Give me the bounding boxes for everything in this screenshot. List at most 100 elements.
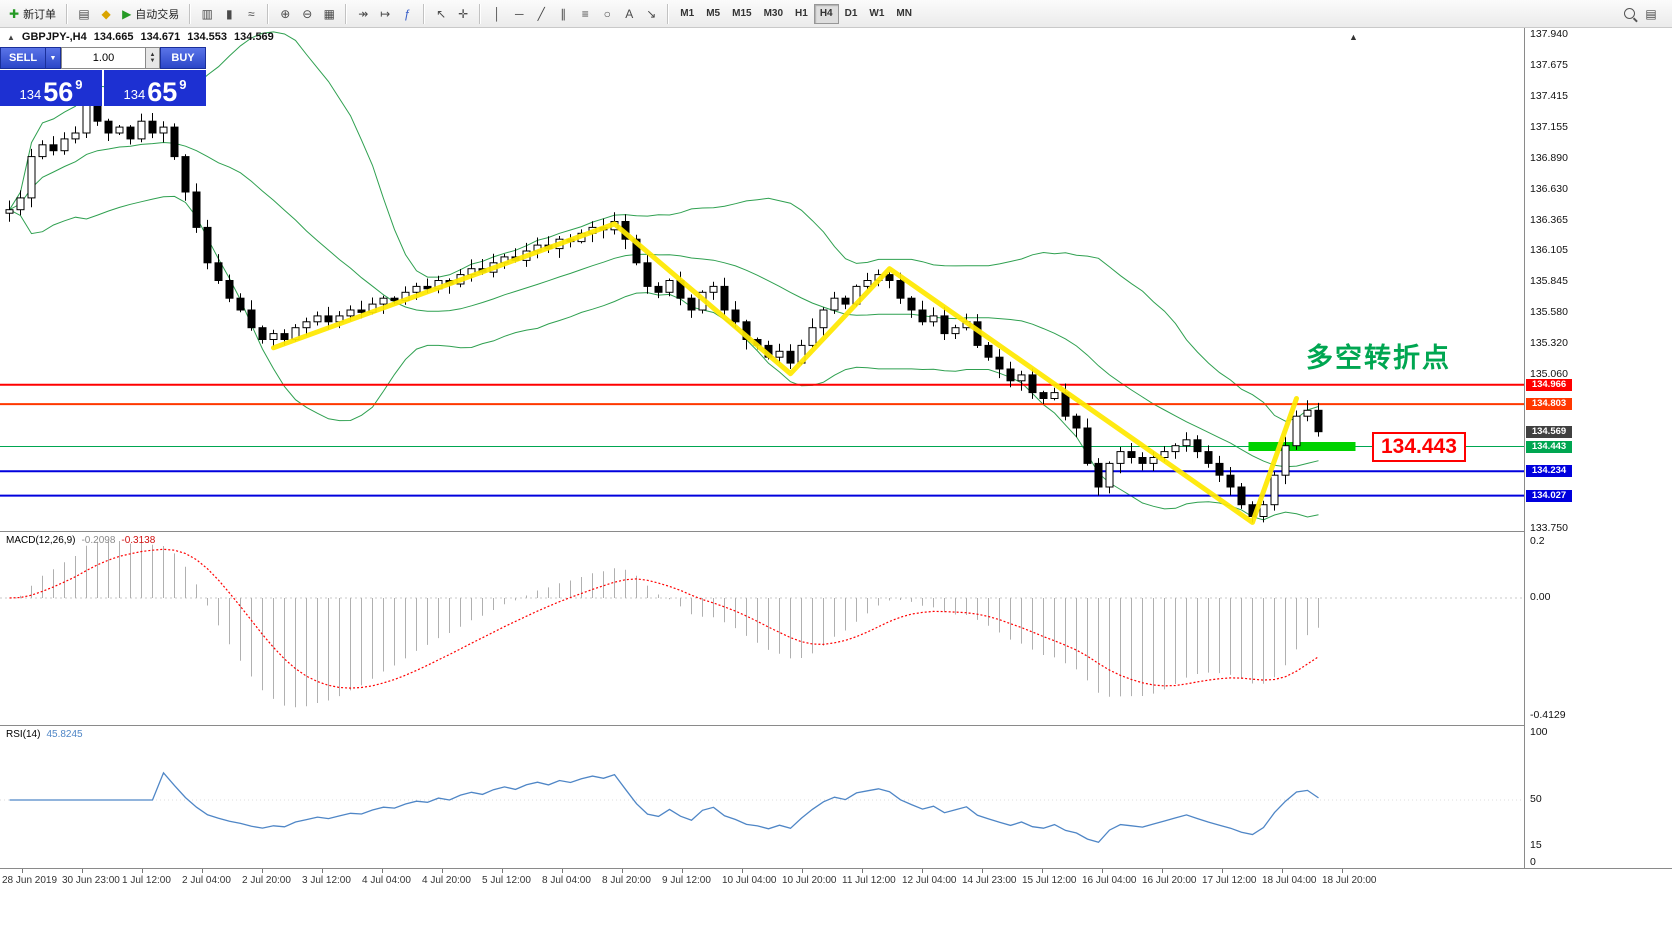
price-axis-label: 136.630 (1530, 182, 1568, 195)
quote-low: 134.553 (187, 31, 228, 43)
accounts-button[interactable]: ▤ (1641, 3, 1661, 25)
zoom-in-button[interactable]: ⊕ (275, 3, 295, 25)
macd-chart[interactable] (0, 532, 1524, 726)
toolbar-separator (66, 3, 69, 24)
time-axis-label: 9 Jul 12:00 (662, 875, 711, 886)
timeframe-m15-button[interactable]: M15 (726, 4, 757, 24)
time-axis-label: 8 Jul 20:00 (602, 875, 651, 886)
profiles-button[interactable]: ▤ (74, 3, 94, 25)
quote-high: 134.671 (140, 31, 181, 43)
vertical-line-button[interactable]: │ (487, 3, 507, 25)
indicators-icon: ƒ (403, 6, 411, 21)
time-axis-label: 5 Jul 12:00 (482, 875, 531, 886)
lot-stepper[interactable]: ▲ ▼ (146, 47, 160, 69)
timeframe-m30-button[interactable]: M30 (758, 4, 789, 24)
tile-windows-button[interactable]: ▦ (319, 3, 339, 25)
time-axis-label: 17 Jul 12:00 (1202, 875, 1257, 886)
price-axis[interactable]: 137.940 137.675 137.415 137.155 136.890 136.6… (1524, 28, 1672, 868)
lot-dropdown-arrow[interactable]: ▼ (46, 47, 61, 69)
arrows-tool-button[interactable]: ↘ (641, 3, 661, 25)
timeframe-h1-button[interactable]: H1 (789, 4, 814, 24)
time-axis-tick (682, 869, 683, 873)
new-order-icon: ✚ (9, 6, 20, 21)
time-axis-label: 28 Jun 2019 (2, 875, 58, 886)
channel-button[interactable]: ∥ (553, 3, 573, 25)
price-tag: 134.234 (1526, 465, 1572, 478)
new-order-button[interactable]: ✚ 新订单 (5, 3, 60, 25)
time-axis-label: 15 Jul 12:00 (1022, 875, 1077, 886)
timeframe-m5-button[interactable]: M5 (700, 4, 726, 24)
horizontal-line-button[interactable]: ─ (509, 3, 529, 25)
rsi-panel: RSI(14) 45.8245 (0, 725, 1524, 869)
toolbar-separator (667, 3, 670, 24)
time-axis-tick (562, 869, 563, 873)
buy-button[interactable]: BUY (160, 47, 206, 69)
bars-chart-button[interactable]: ▥ (197, 3, 217, 25)
quote-close: 134.569 (234, 31, 274, 43)
bid-price[interactable]: 134 56 9 (0, 70, 102, 106)
channel-icon: ∥ (560, 6, 567, 21)
time-axis-label: 16 Jul 04:00 (1082, 875, 1137, 886)
macd-axis-label: -0.4129 (1530, 709, 1566, 721)
price-axis-label: 135.580 (1530, 306, 1568, 319)
sell-button[interactable]: SELL (0, 47, 46, 69)
candles-chart-button[interactable]: ▮ (219, 3, 239, 25)
fibonacci-button[interactable]: ≡ (575, 3, 595, 25)
line-chart-button[interactable]: ≈ (241, 3, 261, 25)
turning-point-annotation: 多空转折点 (1306, 343, 1451, 373)
timeframe-m1-button[interactable]: M1 (674, 4, 700, 24)
time-axis-tick (922, 869, 923, 873)
text-tool-button[interactable]: A (619, 3, 639, 25)
toolbar-separator (423, 3, 426, 24)
rsi-axis-label: 15 (1530, 839, 1542, 851)
macd-value: -0.2098 (81, 535, 116, 546)
time-axis-tick (1342, 869, 1343, 873)
toolbar-separator (267, 3, 270, 24)
cursor-button[interactable]: ↖ (431, 3, 451, 25)
quote-open: 134.665 (93, 31, 134, 43)
price-axis-label: 137.155 (1530, 120, 1568, 133)
timeframe-d1-button[interactable]: D1 (839, 4, 864, 24)
price-axis-label: 133.750 (1530, 522, 1568, 535)
time-axis-tick (262, 869, 263, 873)
time-axis-tick (1162, 869, 1163, 873)
ask-price[interactable]: 134 65 9 (104, 70, 206, 106)
timeframe-mn-button[interactable]: MN (890, 4, 918, 24)
time-axis[interactable]: 28 Jun 2019 30 Jun 23:00 1 Jul 12:00 2 Jul … (0, 868, 1672, 895)
price-tag: 134.569 (1526, 425, 1572, 438)
price-chart[interactable]: ▲ (0, 28, 1524, 531)
time-axis-label: 30 Jun 23:00 (62, 875, 120, 886)
fibonacci-icon: ≡ (581, 6, 589, 21)
time-axis-tick (862, 869, 863, 873)
timeframe-w1-button[interactable]: W1 (863, 4, 890, 24)
shapes-button[interactable]: ○ (597, 3, 617, 25)
chart-shift-button[interactable]: ↦ (375, 3, 395, 25)
zoom-out-button[interactable]: ⊖ (297, 3, 317, 25)
cursor-icon: ↖ (436, 6, 447, 21)
line-chart-icon: ≈ (248, 6, 255, 21)
time-axis-label: 18 Jul 04:00 (1262, 875, 1317, 886)
auto-scroll-button[interactable]: ↠ (353, 3, 373, 25)
rsi-value: 45.8245 (46, 729, 83, 740)
autotrade-play-icon: ▶ (122, 6, 132, 21)
timeframe-h4-button[interactable]: H4 (813, 3, 839, 24)
search-button[interactable] (1619, 3, 1639, 25)
lot-size-input[interactable]: 1.00 (61, 47, 146, 69)
time-axis-tick (1222, 869, 1223, 873)
price-axis-label: 135.060 (1530, 367, 1568, 380)
crosshair-button[interactable]: ✛ (453, 3, 473, 25)
time-axis-label: 2 Jul 20:00 (242, 875, 291, 886)
time-axis-tick (1282, 869, 1283, 873)
autotrade-button[interactable]: ▶ 自动交易 (118, 3, 183, 25)
toolbar-separator (189, 3, 192, 24)
timeframe-group: M1 M5 M15 M30 H1 H4 D1 W1 MN (674, 3, 918, 24)
trendline-button[interactable]: ╱ (531, 3, 551, 25)
macd-label: MACD(12,26,9) -0.2098 -0.3138 (6, 535, 155, 546)
rsi-chart[interactable] (0, 726, 1524, 869)
time-axis-tick (82, 869, 83, 873)
time-axis-label: 3 Jul 12:00 (302, 875, 351, 886)
indicators-button[interactable]: ƒ (397, 3, 417, 25)
rsi-label: RSI(14) 45.8245 (6, 729, 83, 740)
metaeditor-button[interactable]: ◆ (96, 3, 116, 25)
